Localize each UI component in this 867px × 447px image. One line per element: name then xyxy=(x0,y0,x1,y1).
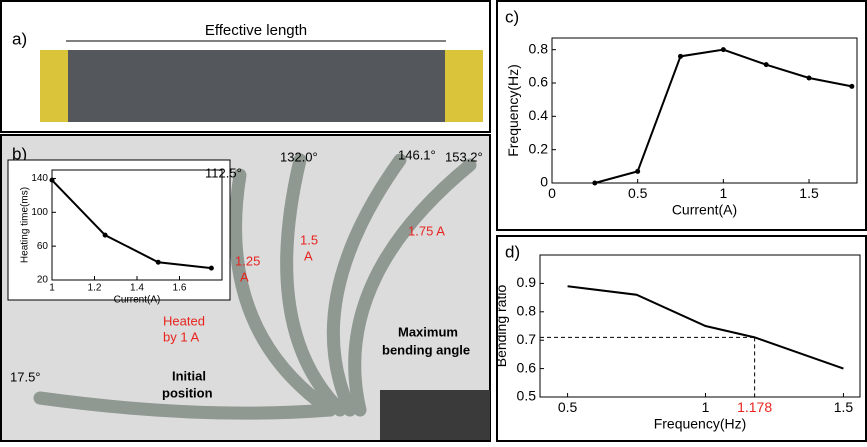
data-line xyxy=(51,179,212,270)
y-tick-label: 0.9 xyxy=(517,274,537,290)
data-point xyxy=(635,168,641,174)
current-label: by 1 A xyxy=(163,329,199,344)
panel-label: c) xyxy=(505,7,519,26)
plot-frame xyxy=(551,37,858,184)
y-tick-label: 140 xyxy=(31,173,48,184)
panel-c-frame xyxy=(496,0,867,231)
x-axis-label: Current(A) xyxy=(672,202,737,218)
plot-frame xyxy=(539,254,861,398)
data-point xyxy=(49,177,55,183)
data-line xyxy=(567,285,844,370)
reference-label: 1.178 xyxy=(737,399,772,415)
panel-label: b) xyxy=(12,144,27,163)
y-tick-label: 0 xyxy=(540,174,548,190)
y-tick-label: 20 xyxy=(37,275,49,286)
x-tick-label: 1.4 xyxy=(130,283,144,294)
panel-label: d) xyxy=(505,242,520,261)
x-tick-label: 1 xyxy=(719,185,727,201)
angle-label: 17.5° xyxy=(10,369,41,384)
x-tick-label: 1.2 xyxy=(88,283,102,294)
y-axis-label: Bending ratio xyxy=(493,285,509,368)
caption: Effective length xyxy=(205,22,307,39)
clamp xyxy=(380,390,490,440)
annotation: position xyxy=(162,385,213,400)
y-tick-label: 0.8 xyxy=(517,303,537,319)
data-point xyxy=(102,232,108,238)
y-tick-label: 0.2 xyxy=(529,140,549,156)
current-label: A xyxy=(240,269,249,284)
y-tick-label: 0.8 xyxy=(529,40,549,56)
current-label: 1.75 A xyxy=(408,223,445,238)
x-tick-label: 1.5 xyxy=(799,185,819,201)
current-label: 1.5 xyxy=(300,232,318,247)
strip xyxy=(40,50,460,122)
x-tick-label: 0.5 xyxy=(628,185,648,201)
current-label: 1.25 xyxy=(235,253,260,268)
inset-frame xyxy=(7,159,231,301)
x-tick-label: 0.5 xyxy=(558,399,578,415)
angle-label: 132.0° xyxy=(280,149,318,164)
y-axis-label: Heating time(ms) xyxy=(20,187,31,263)
strip-end xyxy=(40,50,68,122)
angle-label: 112.5° xyxy=(205,165,242,180)
y-tick-label: 0.5 xyxy=(517,388,537,404)
data-point xyxy=(678,53,684,59)
y-tick-label: 0.4 xyxy=(529,107,549,123)
data-point xyxy=(849,83,855,89)
panel-d-frame xyxy=(496,235,867,442)
x-tick-label: 0 xyxy=(548,185,556,201)
data-point xyxy=(763,62,769,68)
y-tick-label: 0.6 xyxy=(529,74,549,90)
angle-label: 153.2° xyxy=(445,149,483,164)
current-label: A xyxy=(304,248,313,263)
actuators xyxy=(33,153,477,420)
x-tick-label: 1 xyxy=(49,283,55,294)
y-tick-label: 60 xyxy=(37,241,49,252)
x-tick-label: 1 xyxy=(702,399,710,415)
data-point xyxy=(592,180,598,186)
data-point xyxy=(208,265,214,271)
current-label: Heated xyxy=(163,313,205,328)
strip-end xyxy=(445,50,483,122)
x-tick-label: 1.5 xyxy=(834,399,854,415)
y-tick-label: 0.6 xyxy=(517,359,537,375)
annotation: Maximum xyxy=(398,324,458,339)
annotation: bending angle xyxy=(382,342,470,357)
data-point xyxy=(806,75,812,81)
annotation: Initial xyxy=(172,368,206,383)
x-tick-label: 1.6 xyxy=(173,283,187,294)
y-tick-label: 0.7 xyxy=(517,331,537,347)
x-axis-label: Current(A) xyxy=(114,295,161,306)
angle-label: 146.1° xyxy=(398,147,436,162)
x-axis-label: Frequency(Hz) xyxy=(654,416,747,432)
data-point xyxy=(720,47,726,53)
y-axis-label: Frequency(Hz) xyxy=(505,64,521,157)
panel-label: a) xyxy=(12,29,27,48)
data-point xyxy=(155,259,161,265)
y-tick-label: 100 xyxy=(31,207,48,218)
